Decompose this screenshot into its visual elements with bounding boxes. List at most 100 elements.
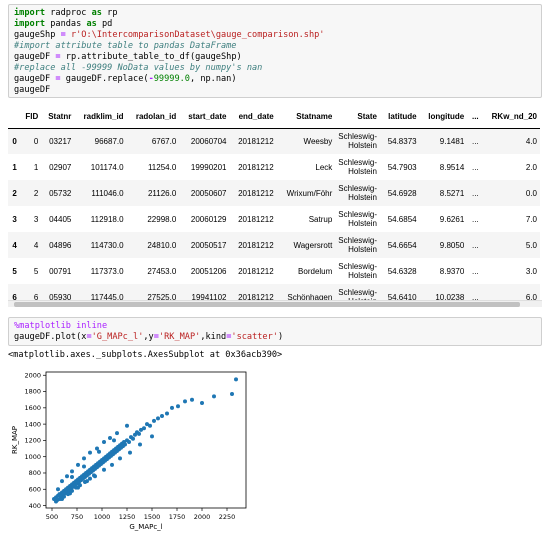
y-tick-label: 2000 [24,371,41,379]
table-cell: Wrixum/Föhr [286,188,333,198]
code-token: radproc [45,8,92,18]
data-point [88,476,92,481]
table-cell: 4 [33,240,39,250]
table-cell: 20181212 [238,136,274,146]
code-token: 'scatter' [231,332,278,342]
table-cell: Wagersrott [293,240,333,250]
y-tick-label: 800 [29,469,41,477]
data-point [138,442,142,447]
code-line: gaugeDF = gaugeDF.replace(-99999.0, np.n… [14,74,536,85]
table-cell: 7.0 [525,214,537,224]
dataframe-table: FID Statnr radklim_id radolan_id start_date e… [8,106,540,302]
code-cell-input[interactable]: import radproc as rp import pandas as pd g… [8,4,542,98]
code-token: 'G_MAPc_l' [91,332,144,342]
table-cell: 2 [33,188,39,198]
data-point [108,435,112,440]
code-token: = [86,332,92,342]
code-token: ) [277,332,284,342]
table-cell: Leck [315,162,333,172]
code-token: pandas [45,19,87,29]
column-header: latitude [379,106,420,129]
table-cell: 20181212 [238,266,274,276]
table-cell: 54.6654 [387,240,417,250]
column-header: longitude [419,106,468,129]
data-point [70,475,74,480]
data-point [234,377,238,382]
table-cell: 96687.0 [94,136,124,146]
data-point [56,487,60,492]
row-index: 2 [12,188,17,198]
data-point [190,397,194,402]
data-point [54,499,58,504]
column-header: start_date [179,106,230,129]
code-token: as [91,8,102,18]
table-cell: Weesby [303,136,333,146]
column-header: Statname [276,106,336,129]
code-token: gaugeDF [14,52,56,62]
row-index: 6 [12,292,17,302]
y-tick-label: 1800 [24,388,41,396]
table-cell: 24810.0 [147,240,177,250]
horizontal-scrollbar[interactable] [8,300,542,307]
code-line: import radproc as rp [14,8,536,19]
row-index: 0 [12,136,17,146]
table-cell: 9.8050 [439,240,465,250]
table-cell: 9.6261 [439,214,465,224]
table-cell: 11254.0 [147,162,177,172]
table-cell: 02907 [49,162,72,172]
table-cell: 20051206 [190,266,227,276]
code-line: gaugeDF = rp.attribute_table_to_df(gauge… [14,52,536,63]
data-point [62,494,66,499]
table-cell: Schleswig-Holstein [338,132,377,151]
code-line: gaugeDF.plot(x='G_MAPc_l',y='RK_MAP',kin… [14,332,536,343]
table-cell: 27525.0 [147,292,177,302]
data-point [200,400,204,405]
table-cell: 20050607 [190,188,227,198]
table-cell: 00791 [49,266,72,276]
data-point [128,450,132,455]
code-token: - [148,74,154,84]
data-point [88,450,92,455]
data-point [58,497,62,502]
code-token: gaugeShp [14,30,61,40]
table-cell: 5.0 [525,240,537,250]
table-cell: Schleswig-Holstein [338,184,377,202]
code-token: import [14,8,46,18]
table-row: 6 6 05930 117445.0 27525.0 19941102 20181212 Sc… [8,284,540,302]
data-point [150,434,154,439]
code-line: gaugeShp = r'O:\IntercomparisonDataset\g… [14,30,536,41]
data-point [118,456,122,461]
x-tick-label: 1500 [144,513,161,521]
table-cell: 22998.0 [147,214,177,224]
data-point [70,488,74,493]
data-point [60,479,64,484]
scrollbar-thumb[interactable] [14,302,520,307]
data-point [66,492,70,497]
table-cell: 54.8373 [387,136,417,146]
data-point [82,464,86,469]
data-point [212,394,216,399]
data-point [170,405,174,410]
table-cell: 9.1481 [439,136,465,146]
table-cell: 19990201 [190,162,227,172]
code-token: import [14,19,46,29]
data-point [152,418,156,423]
table-cell: 8.5271 [439,188,465,198]
code-token: gaugeDF.replace( [60,74,149,84]
code-cell-plot[interactable]: %matplotlib inline gaugeDF.plot(x='G_MAPc… [8,317,542,346]
data-point [110,462,114,467]
table-cell: ... [471,214,479,224]
table-cell: ... [471,162,479,172]
table-cell: 03217 [49,136,72,146]
code-token: gaugeDF.plot(x [14,332,87,342]
table-cell: ... [471,136,479,146]
code-token: = [60,30,66,40]
code-token: #import attribute table to pandas DataFr… [14,41,237,51]
table-cell: 10.0238 [435,292,465,302]
plot-return-repr: <matplotlib.axes._subplots.AxesSubplot a… [8,350,283,360]
data-point [112,438,116,443]
code-token: 99999.0 [153,74,190,84]
table-cell: 8.9370 [439,266,465,276]
data-point [83,479,87,484]
table-cell: 111046.0 [91,188,124,198]
